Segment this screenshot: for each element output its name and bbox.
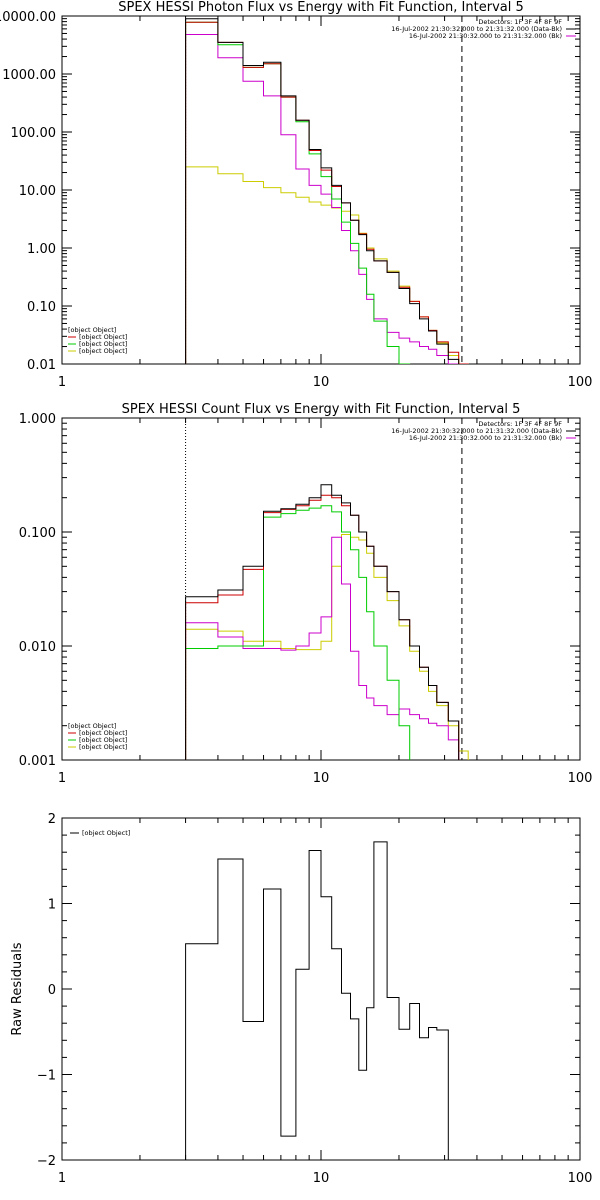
plot-frame — [61, 417, 581, 761]
x-tick-label: 1 — [58, 771, 66, 786]
y-tick-label: 1.00 — [27, 242, 56, 257]
series-vth2-line — [185, 536, 460, 760]
y-tick-label: 0.10 — [27, 300, 56, 315]
x-tick-label: 1 — [58, 375, 66, 390]
y-tick-label: 1.000 — [19, 412, 56, 427]
x-tick-label: 100 — [568, 1171, 593, 1186]
chart-title: SPEX HESSI Count Flux vs Energy with Fit… — [122, 402, 521, 417]
legend-entry: [object Object] — [79, 743, 127, 751]
legend-entry: [object Object] — [79, 729, 127, 737]
header-line: 16-Jul-2002 21:30:32.000 to 21:31:32.000… — [391, 25, 562, 33]
series-vth-line — [185, 21, 411, 364]
legend-entry: [object Object] — [68, 722, 116, 730]
legend-entry: [object Object] — [79, 340, 127, 348]
y-tick-label: 1 — [48, 898, 56, 913]
legend-entry: [object Object] — [82, 829, 130, 837]
x-tick-label: 10 — [313, 771, 330, 786]
legend-entry: [object Object] — [68, 326, 116, 334]
y-tick-label: 0.01 — [27, 358, 56, 373]
x-tick-label: 10 — [313, 1171, 330, 1186]
y-tick-label: 10.00 — [19, 184, 56, 199]
x-tick-label: 100 — [568, 375, 593, 390]
count-flux-panel: SPEX HESSI Count Flux vs Energy with Fit… — [19, 402, 593, 786]
legend-entry: [object Object] — [79, 736, 127, 744]
photon-flux-panel: SPEX HESSI Photon Flux vs Energy with Fi… — [0, 0, 592, 390]
series-vth-line — [185, 505, 411, 760]
y-tick-label: 0.100 — [19, 526, 56, 541]
legend-entry: [object Object] — [79, 347, 127, 355]
chart-title: SPEX HESSI Photon Flux vs Energy with Fi… — [118, 0, 524, 15]
series-data-line — [185, 18, 460, 364]
residuals-panel: 1 10 100 −2 −1 0 1 2 Raw Residuals [object Object… — [10, 812, 592, 1186]
header-line: 16-Jul-2002 21:30:32.000 to 21:31:32.000… — [409, 434, 562, 442]
y-tick-label: 100.00 — [11, 126, 57, 141]
x-tick-label: 1 — [58, 1171, 66, 1186]
series-total-line — [185, 494, 460, 760]
header-line: Detectors: 1F 3F 4F 8F 9F — [478, 420, 562, 428]
y-tick-label: 2 — [48, 812, 56, 827]
y-tick-label: 10000.00 — [0, 10, 56, 25]
y-tick-label: 1000.00 — [2, 68, 56, 83]
series-data-line — [185, 841, 460, 1160]
y-tick-label: 0.010 — [19, 640, 56, 655]
y-tick-label: −1 — [37, 1069, 56, 1084]
series-bpow-line — [185, 534, 469, 760]
header-line: 16-Jul-2002 21:30:32.000 to 21:31:32.000… — [409, 32, 562, 40]
header-line: Detectors: 1F 3F 4F 8F 9F — [478, 18, 562, 26]
y-axis-label: Raw Residuals — [10, 942, 25, 1035]
header-line: 16-Jul-2002 21:30:32.000 to 21:31:32.000… — [391, 427, 562, 435]
x-tick-label: 100 — [568, 771, 593, 786]
series-bpow-line — [185, 166, 469, 364]
series-vth2-line — [185, 34, 460, 364]
y-tick-label: 0.001 — [19, 754, 56, 769]
x-tick-label: 10 — [313, 375, 330, 390]
y-tick-label: 0 — [48, 983, 56, 998]
legend-entry: [object Object] — [79, 333, 127, 341]
series-data-line — [185, 484, 460, 760]
y-tick-label: −2 — [37, 1154, 56, 1169]
